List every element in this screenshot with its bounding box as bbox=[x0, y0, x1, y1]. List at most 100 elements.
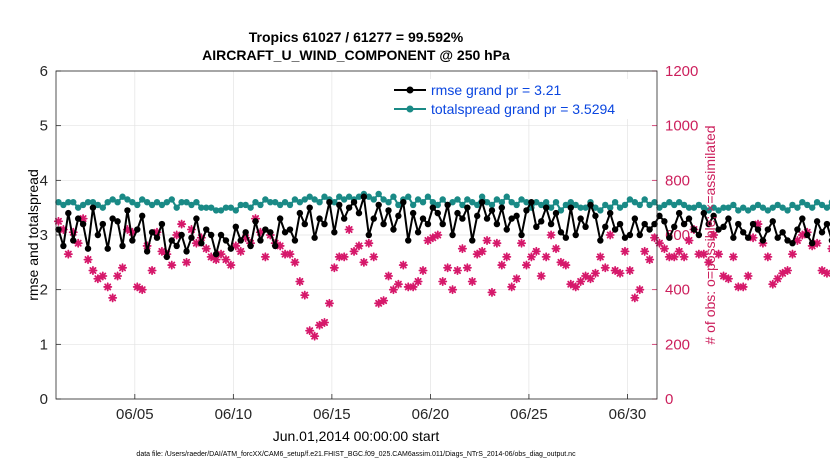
rmse-point bbox=[631, 215, 639, 222]
y-tick-label-left: 6 bbox=[40, 63, 48, 80]
rmse-point bbox=[104, 245, 111, 252]
obs-point-stroke bbox=[473, 250, 481, 258]
obs-point-stroke bbox=[577, 277, 585, 285]
obs-point bbox=[709, 230, 719, 240]
rmse-point bbox=[808, 240, 816, 247]
rmse-point bbox=[143, 248, 151, 255]
rmse-point bbox=[158, 220, 166, 228]
obs-point bbox=[576, 276, 586, 286]
totalspread-point bbox=[808, 204, 816, 211]
legend: rmse grand pr = 3.21 totalspread grand p… bbox=[388, 79, 654, 119]
rmse-point bbox=[483, 215, 491, 222]
totalspread-point bbox=[646, 201, 653, 209]
rmse-point bbox=[518, 231, 525, 239]
totalspread-point bbox=[139, 196, 146, 203]
obs-point bbox=[324, 298, 334, 308]
obs-point bbox=[83, 255, 93, 265]
legend-swatches bbox=[394, 86, 426, 113]
rmse-point bbox=[493, 220, 501, 228]
obs-point bbox=[467, 276, 477, 286]
obs-point-stroke bbox=[360, 258, 368, 266]
totalspread-point bbox=[611, 199, 619, 206]
totalspread-point bbox=[552, 199, 560, 206]
obs-point-stroke bbox=[527, 253, 535, 261]
obs-point bbox=[310, 331, 320, 341]
legend-marker-totalspread bbox=[406, 105, 414, 113]
totalspread-point bbox=[636, 201, 643, 209]
totalspread-point bbox=[705, 207, 712, 214]
obs-point-stroke bbox=[734, 283, 742, 291]
totalspread-point bbox=[281, 199, 289, 206]
obs-point-stroke bbox=[754, 220, 762, 228]
obs-point bbox=[723, 274, 733, 284]
rmse-point bbox=[336, 201, 343, 209]
obs-point-stroke bbox=[84, 256, 92, 264]
totalspread-point bbox=[503, 193, 510, 200]
rmse-point bbox=[311, 234, 318, 241]
obs-point-stroke bbox=[54, 217, 62, 225]
obs-point bbox=[147, 266, 157, 276]
obs-point bbox=[93, 274, 103, 284]
totalspread-point bbox=[710, 204, 717, 211]
obs-point bbox=[443, 263, 453, 273]
obs-point bbox=[492, 238, 502, 248]
rmse-point bbox=[55, 226, 62, 233]
rmse-point bbox=[94, 231, 102, 239]
totalspread-point bbox=[65, 199, 72, 206]
obs-point-stroke bbox=[587, 275, 594, 283]
rmse-point bbox=[735, 220, 742, 228]
obs-point bbox=[526, 252, 536, 262]
obs-point bbox=[236, 246, 246, 256]
totalspread-point bbox=[818, 201, 826, 209]
rmse-point bbox=[291, 237, 299, 244]
plot-marks bbox=[53, 190, 830, 341]
obs-point bbox=[699, 249, 709, 259]
totalspread-point bbox=[301, 196, 308, 203]
obs-point-stroke bbox=[64, 250, 72, 258]
totalspread-point bbox=[754, 201, 762, 209]
obs-point bbox=[388, 285, 398, 295]
rmse-point bbox=[74, 215, 82, 222]
totalspread-point bbox=[469, 199, 476, 206]
obs-point-stroke bbox=[788, 250, 796, 258]
rmse-point bbox=[409, 209, 417, 217]
totalspread-point bbox=[567, 199, 574, 206]
obs-point bbox=[118, 263, 128, 273]
y-tick-label-left: 0 bbox=[40, 391, 48, 408]
chart-title-line1: Tropics 61027 / 61277 = 99.592% bbox=[249, 29, 464, 45]
totalspread-point bbox=[542, 199, 550, 206]
obs-point-stroke bbox=[562, 261, 570, 269]
obs-point bbox=[822, 268, 830, 278]
obs-point bbox=[487, 287, 497, 297]
rmse-point bbox=[720, 223, 727, 230]
rmse-point bbox=[306, 204, 313, 211]
obs-point-stroke bbox=[626, 267, 634, 275]
obs-point-stroke bbox=[655, 239, 663, 247]
totalspread-point bbox=[242, 201, 249, 209]
rmse-point bbox=[237, 237, 244, 244]
rmse-point bbox=[124, 207, 131, 214]
rmse-point bbox=[661, 218, 668, 225]
rmse-point bbox=[385, 207, 392, 214]
obs-point-stroke bbox=[513, 275, 521, 283]
obs-point bbox=[457, 244, 467, 254]
obs-point-stroke bbox=[705, 258, 713, 266]
totalspread-point bbox=[685, 204, 693, 211]
rmse-point bbox=[552, 209, 560, 217]
rmse-point bbox=[789, 240, 796, 247]
totalspread-point bbox=[267, 199, 274, 206]
rmse-point bbox=[395, 212, 402, 220]
totalspread-point bbox=[735, 207, 742, 214]
totalspread-point bbox=[99, 204, 106, 211]
obs-point bbox=[319, 317, 329, 327]
obs-point-stroke bbox=[345, 226, 353, 234]
obs-point-stroke bbox=[133, 283, 141, 291]
y-tick-label-right: 0 bbox=[665, 391, 673, 408]
rmse-point bbox=[227, 245, 235, 252]
rmse-point bbox=[217, 231, 225, 239]
obs-point bbox=[359, 257, 369, 267]
obs-point-stroke bbox=[340, 253, 348, 261]
rmse-point bbox=[562, 234, 570, 241]
rmse-point bbox=[99, 220, 106, 228]
rmse-point bbox=[331, 229, 338, 236]
